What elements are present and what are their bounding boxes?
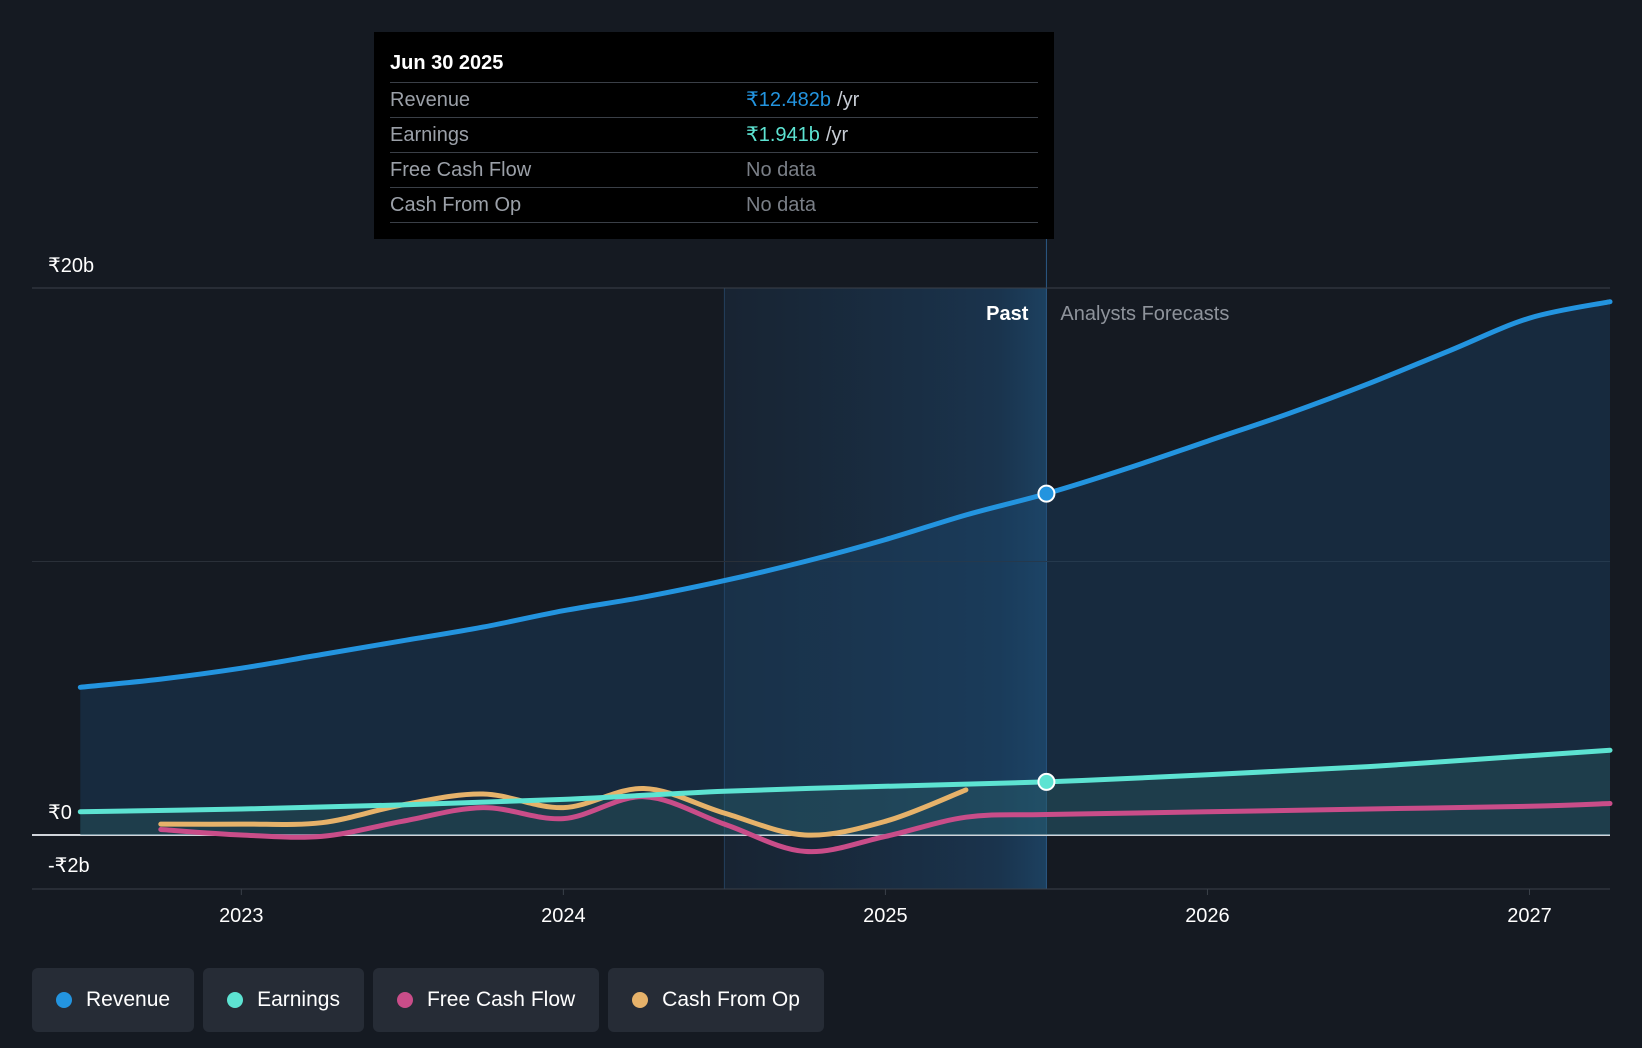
x-tick-label: 2025 bbox=[863, 905, 908, 927]
y-tick-label: ₹20b bbox=[48, 255, 94, 277]
tooltip-date: Jun 30 2025 bbox=[390, 48, 1038, 83]
tooltip-value-fcf: No data bbox=[746, 159, 817, 181]
x-tick-label: 2023 bbox=[219, 905, 264, 927]
legend-item-free-cash-flow[interactable]: Free Cash Flow bbox=[372, 968, 600, 1032]
x-tick-label: 2026 bbox=[1185, 905, 1230, 927]
revenue-line bbox=[77, 299, 1613, 690]
tooltip-label: Free Cash Flow bbox=[390, 159, 532, 181]
forecast-label: Analysts Forecasts bbox=[1060, 303, 1229, 325]
tooltip-row-revenue: Revenue ₹12.482b /yr bbox=[390, 83, 1038, 118]
revenue-marker bbox=[1037, 484, 1056, 503]
y-tick-label: -₹2b bbox=[48, 855, 90, 877]
legend-item-cash-from-op[interactable]: Cash From Op bbox=[608, 968, 824, 1032]
tooltip-label: Revenue bbox=[390, 89, 471, 111]
tooltip-row-cfo: Cash From Op No data bbox=[390, 188, 1038, 223]
tooltip-value-cfo: No data bbox=[746, 194, 817, 216]
earnings-dot-icon bbox=[227, 992, 244, 1008]
tooltip-unit: /yr bbox=[825, 124, 849, 146]
revenue-dot-icon bbox=[56, 992, 72, 1008]
cash-from-op-dot-icon bbox=[632, 992, 649, 1008]
earnings-marker bbox=[1037, 772, 1056, 791]
tooltip-value-earnings: ₹1.941b bbox=[746, 124, 820, 146]
free-cash-flow-dot-icon bbox=[396, 992, 413, 1008]
tooltip-row-earnings: Earnings ₹1.941b /yr bbox=[390, 118, 1038, 153]
x-tick-label: 2024 bbox=[541, 905, 586, 927]
tooltip-row-fcf: Free Cash Flow No data bbox=[390, 153, 1038, 188]
legend-label: Earnings bbox=[257, 988, 340, 1011]
earnings-line bbox=[77, 747, 1613, 815]
legend-item-revenue[interactable]: Revenue bbox=[32, 968, 195, 1032]
legend-label: Cash From Op bbox=[662, 988, 800, 1011]
legend: Revenue Earnings Free Cash Flow Cash Fro… bbox=[32, 968, 824, 1032]
legend-item-earnings[interactable]: Earnings bbox=[203, 968, 364, 1032]
cfo-line bbox=[158, 785, 969, 838]
tooltip: Jun 30 2025 Revenue ₹12.482b /yr Earning… bbox=[374, 32, 1054, 239]
tooltip-label: Earnings bbox=[390, 124, 469, 146]
tooltip-label: Cash From Op bbox=[390, 194, 522, 216]
y-tick-label: ₹0 bbox=[48, 802, 72, 824]
fcf-line bbox=[158, 794, 1613, 855]
past-label: Past bbox=[986, 303, 1029, 325]
x-tick-label: 2027 bbox=[1507, 905, 1552, 927]
tooltip-value-revenue: ₹12.482b bbox=[746, 89, 832, 111]
tooltip-unit: /yr bbox=[837, 89, 860, 111]
legend-label: Free Cash Flow bbox=[426, 988, 576, 1011]
legend-label: Revenue bbox=[86, 988, 171, 1011]
